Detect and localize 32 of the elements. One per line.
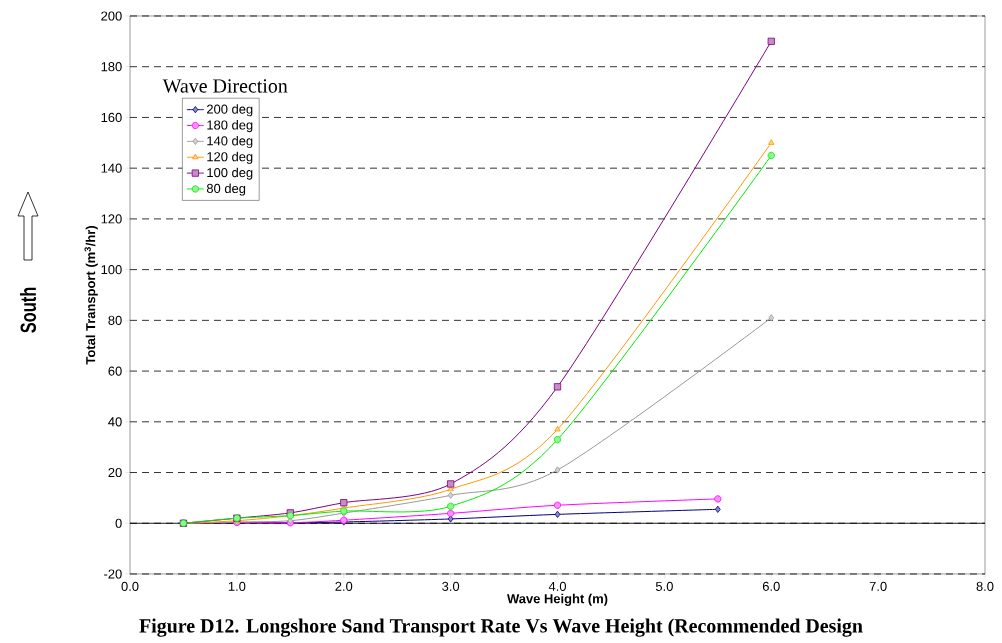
x-tick-label: 3.0 <box>442 581 460 591</box>
y-tick-label: 120 <box>101 214 122 224</box>
text: South <box>19 287 37 333</box>
y-tick-label: 40 <box>108 417 122 427</box>
legend-label: 140 deg <box>207 135 253 148</box>
legend-label: 100 deg <box>207 167 253 180</box>
y-tick-label: 60 <box>108 366 122 376</box>
x-tick-label: 5.0 <box>655 581 673 591</box>
y-tick-label: 160 <box>101 112 122 123</box>
y-tick-label: 0 <box>115 518 122 528</box>
y-tick-label: 80 <box>108 315 122 325</box>
legend-label: 120 deg <box>207 151 253 164</box>
x-tick-label: 1.0 <box>228 581 246 591</box>
legend-label: 180 deg <box>207 120 253 133</box>
y-tick-label: 200 <box>101 11 122 21</box>
x-tick-label: 0.0 <box>121 581 139 591</box>
y-tick-label: 180 <box>101 62 122 72</box>
y-tick-label: 20 <box>108 467 122 478</box>
x-tick-label: 2.0 <box>335 581 353 591</box>
x-tick-label: 6.0 <box>762 581 780 591</box>
y-axis-title: Total Transport (m$^{3}$/hr) <box>84 226 98 365</box>
y-tick-label: 140 <box>101 163 122 173</box>
legend-title: Wave Direction <box>162 79 288 93</box>
x-tick-label: 8.0 <box>976 581 994 591</box>
y-tick-label: -20 <box>104 569 122 579</box>
x-tick-label: 4.0 <box>548 581 567 591</box>
text: Figure D12. Longshore Sand Transport Rate Vs Wave Height (Recommended Design <box>139 618 863 637</box>
x-axis-title: Wave Height (m) <box>507 593 608 606</box>
legend-label: 80 deg <box>206 183 246 196</box>
y-tick-label: 100 <box>101 265 122 275</box>
legend-label: 200 deg <box>207 104 253 117</box>
x-tick-label: 7.0 <box>869 581 887 591</box>
